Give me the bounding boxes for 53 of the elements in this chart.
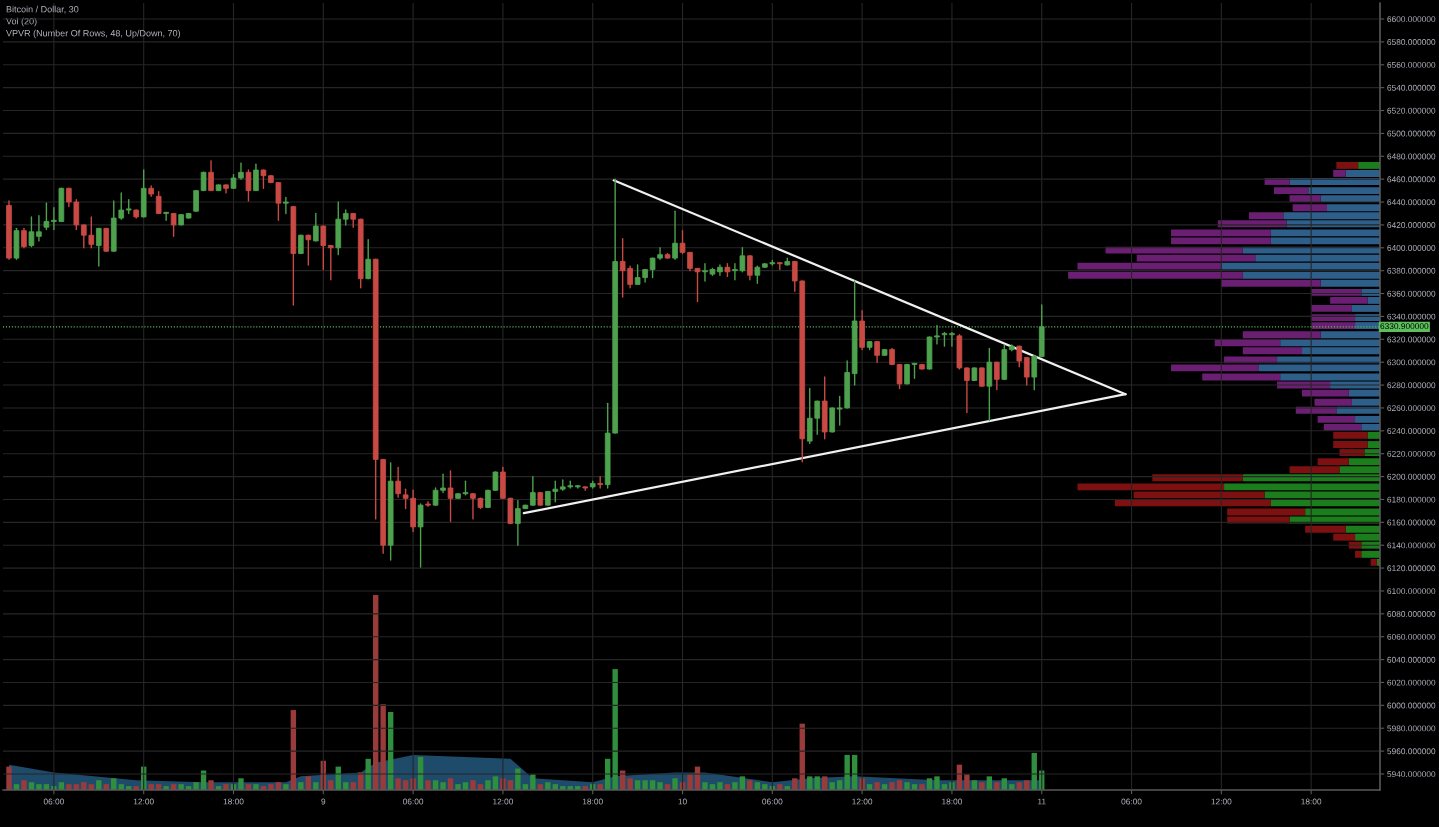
y-tick-label: 5940.000000: [1387, 771, 1436, 778]
y-tick-label: 6360.000000: [1387, 290, 1436, 297]
x-tick-label: 10: [678, 798, 687, 805]
x-tick-label: 12:00: [1211, 798, 1232, 805]
x-tick-label: 06:00: [43, 798, 64, 805]
y-tick-label: 6080.000000: [1387, 611, 1436, 617]
y-tick-label: 6500.000000: [1387, 130, 1436, 137]
y-tick-label: 6160.000000: [1387, 519, 1436, 526]
y-tick-label: 6220.000000: [1387, 450, 1436, 457]
y-tick-label: 6600.000000: [1387, 16, 1436, 23]
y-tick-label: 6100.000000: [1387, 588, 1436, 595]
y-tick-label: 6060.000000: [1387, 633, 1436, 640]
annotation: VPVR (Number Of Rows, 48, Up/Down, 70): [6, 29, 181, 39]
y-tick-label: 5980.000000: [1387, 725, 1436, 732]
y-tick-label: 6120.000000: [1387, 565, 1436, 572]
y-tick-label: 5960.000000: [1387, 748, 1436, 755]
ref-line-label: 6330.900000: [1380, 323, 1429, 330]
y-tick-label: 6380.000000: [1387, 267, 1436, 274]
x-tick-label: 06:00: [403, 798, 424, 805]
x-tick-label: 12:00: [493, 798, 514, 805]
y-tick-label: 6400.000000: [1387, 244, 1436, 251]
y-tick-label: 6560.000000: [1387, 61, 1436, 68]
y-tick-label: 6420.000000: [1387, 222, 1436, 229]
y-tick-label: 6460.000000: [1387, 176, 1436, 183]
y-tick-label: 6200.000000: [1387, 473, 1436, 480]
y-tick-label: 6440.000000: [1387, 199, 1436, 206]
y-tick-label: 6280.000000: [1387, 382, 1436, 389]
y-tick-label: 6340.000000: [1387, 313, 1436, 320]
x-tick-label: 12:00: [133, 798, 154, 805]
y-tick-label: 6300.000000: [1387, 359, 1436, 366]
chart-title: Bitcoin / Dollar, 30: [6, 5, 79, 14]
x-tick-label: 06:00: [1121, 798, 1142, 805]
y-tick-label: 6520.000000: [1387, 107, 1436, 114]
x-tick-label: 18:00: [1301, 798, 1322, 805]
y-tick-label: 6260.000000: [1387, 405, 1436, 412]
y-tick-label: 6320.000000: [1387, 336, 1436, 343]
y-tick-label: 6000.000000: [1387, 702, 1436, 709]
x-tick-label: 18:00: [942, 798, 963, 805]
x-tick-label: 18:00: [223, 798, 244, 805]
x-tick-label: 18:00: [582, 798, 603, 805]
y-tick-label: 6580.000000: [1387, 39, 1436, 45]
y-tick-label: 6180.000000: [1387, 496, 1436, 503]
x-tick-label: 12:00: [852, 798, 873, 805]
y-tick-label: 6240.000000: [1387, 428, 1436, 434]
chart-title: Vol (20): [6, 17, 37, 27]
x-tick-label: 06:00: [762, 798, 783, 805]
y-tick-label: 6140.000000: [1387, 542, 1436, 549]
x-tick-label: 9: [321, 798, 326, 805]
x-tick-label: 11: [1038, 798, 1046, 805]
y-tick-label: 6040.000000: [1387, 656, 1436, 663]
y-tick-label: 6540.000000: [1387, 84, 1436, 91]
y-tick-label: 6480.000000: [1387, 153, 1436, 160]
y-tick-label: 6020.000000: [1387, 679, 1436, 686]
